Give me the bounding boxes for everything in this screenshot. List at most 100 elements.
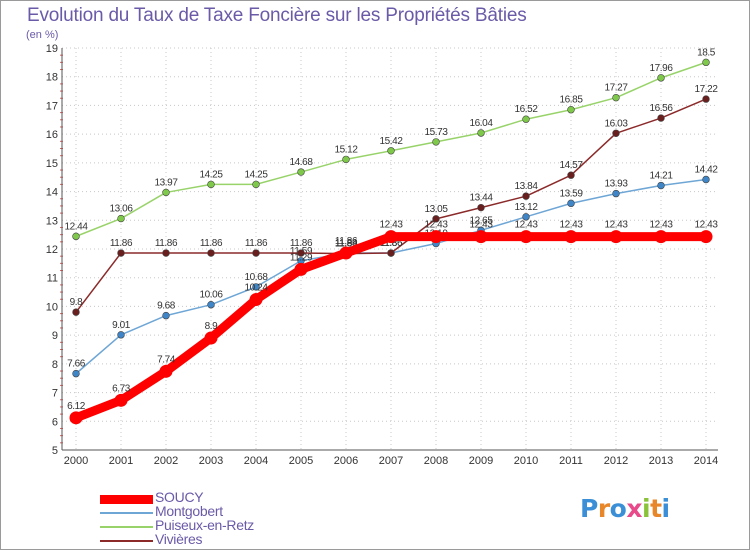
x-tick-label: 2006 — [334, 455, 358, 467]
data-point-montgobert — [612, 189, 620, 198]
data-point-puiseux-en-retz — [477, 129, 485, 137]
data-label-montgobert: 7.66 — [67, 359, 86, 370]
data-point-montgobert — [117, 331, 125, 339]
data-point-soucy — [519, 230, 533, 244]
data-label-soucy: 12.43 — [469, 220, 493, 231]
x-tick-label: 2011 — [559, 455, 583, 467]
data-point-vivi-res — [207, 249, 215, 257]
legend-swatch-montgobert — [100, 512, 153, 514]
data-point-puiseux-en-retz — [117, 214, 125, 223]
x-tick-label: 2014 — [694, 455, 718, 467]
y-tick-label: 11 — [47, 273, 58, 285]
data-point-vivi-res — [432, 215, 440, 223]
y-tick-label: 12 — [46, 244, 58, 256]
y-tick-label: 19 — [46, 43, 58, 55]
data-label-puiseux-en-retz: 14.25 — [244, 169, 268, 180]
chart-title: Evolution du Taux de Taxe Foncière sur l… — [27, 5, 527, 26]
data-label-puiseux-en-retz: 16.04 — [469, 118, 493, 129]
data-label-montgobert: 11.86 — [335, 238, 358, 249]
data-label-vivi-res: 13.05 — [424, 204, 448, 215]
data-point-soucy — [204, 331, 218, 345]
x-tick-label: 2012 — [604, 455, 628, 467]
data-label-puiseux-en-retz: 15.12 — [334, 144, 358, 155]
data-label-montgobert: 10.68 — [244, 272, 268, 283]
data-label-soucy: 12.43 — [694, 220, 718, 231]
data-point-puiseux-en-retz — [657, 74, 665, 82]
data-point-montgobert — [252, 283, 260, 291]
data-point-puiseux-en-retz — [522, 115, 530, 123]
x-tick-label: 2003 — [199, 455, 223, 467]
data-point-montgobert — [657, 181, 665, 190]
data-point-vivi-res — [162, 249, 170, 257]
logo-letter: o — [609, 494, 627, 523]
data-point-soucy — [339, 246, 353, 260]
data-label-vivi-res: 16.03 — [604, 118, 628, 129]
logo-letter: i — [642, 494, 651, 523]
data-point-soucy — [294, 262, 308, 276]
data-label-montgobert: 13.12 — [514, 202, 538, 213]
y-tick-label: 7 — [52, 388, 58, 400]
data-label-montgobert: 11.86 — [380, 238, 403, 249]
data-point-vivi-res — [567, 171, 575, 179]
data-label-vivi-res: 17.22 — [694, 84, 718, 95]
data-point-montgobert — [567, 199, 575, 208]
data-label-soucy: 11.86 — [335, 236, 358, 247]
y-tick-label: 17 — [46, 100, 58, 112]
data-label-soucy: 12.43 — [649, 220, 673, 231]
data-label-soucy: 7.74 — [157, 354, 176, 365]
data-label-soucy: 10.24 — [244, 283, 268, 294]
data-label-puiseux-en-retz: 14.68 — [289, 157, 313, 168]
data-point-puiseux-en-retz — [432, 138, 440, 146]
data-point-vivi-res — [387, 249, 395, 257]
x-tick-label: 2000 — [64, 455, 88, 467]
legend-item-puiseux-en-retz[interactable]: Puiseux-en-Retz — [100, 517, 300, 534]
data-label-soucy: 8.9 — [205, 321, 219, 332]
y-tick-label: 8 — [52, 359, 58, 371]
y-tick-label: 14 — [46, 187, 58, 199]
data-label-vivi-res: 14.57 — [559, 160, 583, 171]
data-point-soucy — [159, 364, 173, 378]
data-label-montgobert: 9.01 — [112, 320, 131, 331]
data-label-vivi-res: 11.84 — [335, 239, 358, 250]
data-point-puiseux-en-retz — [162, 188, 170, 197]
x-tick-label: 2004 — [244, 455, 268, 467]
data-point-vivi-res — [612, 129, 620, 137]
x-tick-label: 2010 — [514, 455, 538, 467]
data-label-montgobert: 13.93 — [604, 179, 628, 190]
data-point-soucy — [564, 230, 578, 244]
data-label-puiseux-en-retz: 12.44 — [64, 221, 88, 232]
y-tick-label: 6 — [52, 416, 58, 428]
data-label-soucy: 12.43 — [424, 220, 448, 231]
data-label-puiseux-en-retz: 13.06 — [109, 204, 133, 215]
data-label-vivi-res: 11.86 — [155, 238, 178, 249]
data-point-montgobert — [207, 301, 215, 309]
data-label-soucy: 6.73 — [112, 383, 131, 394]
y-tick-label: 18 — [46, 72, 58, 84]
x-tick-label: 2013 — [649, 455, 673, 467]
y-tick-label: 10 — [46, 301, 58, 313]
legend-item-montgobert[interactable]: Montgobert — [100, 503, 300, 520]
y-tick-label: 9 — [52, 330, 58, 342]
data-point-puiseux-en-retz — [72, 232, 80, 241]
legend-item-vivieres[interactable]: Vivières — [100, 531, 300, 548]
data-point-vivi-res — [72, 308, 80, 316]
data-label-vivi-res: 11.86 — [245, 238, 268, 249]
legend-item-soucy[interactable]: SOUCY — [100, 489, 300, 506]
x-tick-label: 2001 — [109, 455, 133, 467]
data-point-soucy — [384, 230, 398, 244]
data-label-vivi-res: 9.8 — [70, 297, 84, 308]
data-point-soucy — [699, 230, 713, 244]
data-point-puiseux-en-retz — [387, 147, 395, 155]
data-label-vivi-res: 11.86 — [110, 238, 133, 249]
data-label-vivi-res: 16.56 — [649, 103, 673, 114]
data-label-montgobert: 9.68 — [157, 301, 176, 312]
data-point-montgobert — [162, 311, 170, 320]
data-label-montgobert: 13.59 — [559, 188, 583, 199]
legend-swatch-puiseux-en-retz — [100, 526, 153, 528]
data-point-puiseux-en-retz — [612, 93, 620, 102]
logo-letter: x — [626, 494, 642, 523]
data-point-soucy — [69, 411, 83, 425]
y-tick-label: 13 — [46, 215, 58, 227]
data-point-vivi-res — [522, 192, 530, 200]
data-label-vivi-res: 11.86 — [380, 238, 403, 249]
